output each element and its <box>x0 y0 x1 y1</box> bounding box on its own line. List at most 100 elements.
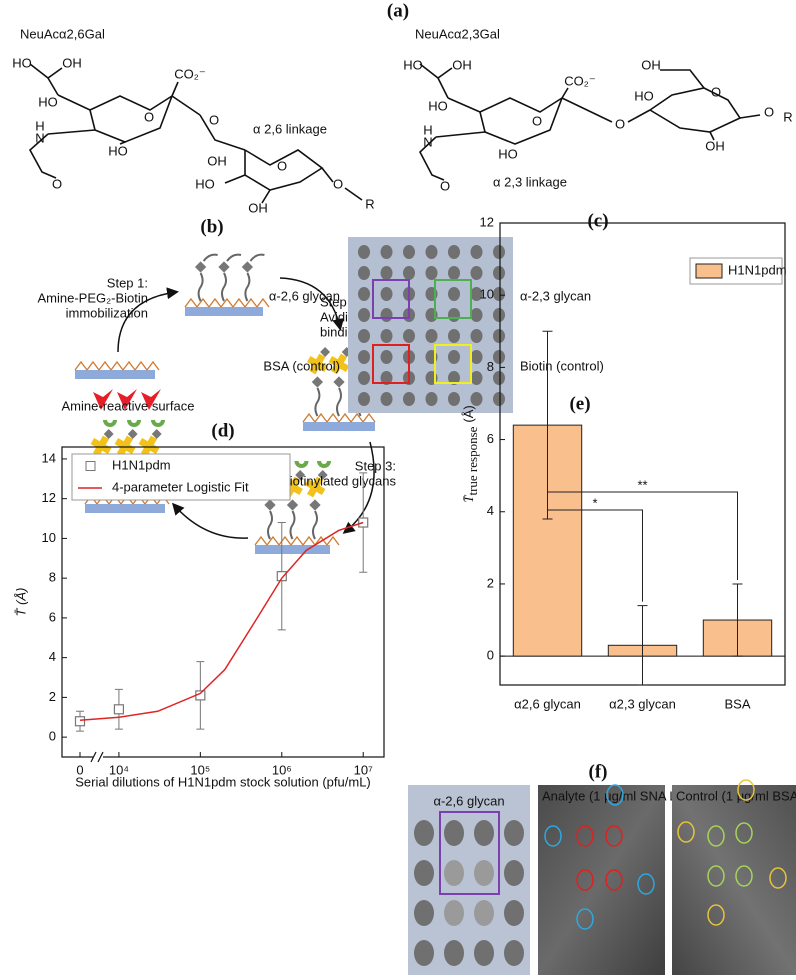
surface-linker <box>314 535 328 546</box>
biotin <box>311 376 324 388</box>
image-label: α-2,6 glycan <box>433 793 504 808</box>
bond <box>479 97 563 145</box>
y-tick-label: 8 <box>487 359 494 374</box>
spot <box>380 308 393 322</box>
biotin <box>320 347 331 357</box>
panel-label: (e) <box>569 393 590 414</box>
bond <box>649 87 742 133</box>
surface-linker <box>232 297 246 308</box>
atom-label: O <box>52 176 62 191</box>
error-bar <box>637 605 648 686</box>
spot <box>358 308 370 322</box>
atom-label: HO <box>195 176 215 191</box>
surface-linker <box>256 297 270 308</box>
atom-label: OH <box>207 153 227 168</box>
spot <box>380 392 393 406</box>
atom-label: OH <box>705 138 725 153</box>
structure-name: NeuAcα2,3Gal <box>415 26 500 41</box>
spot <box>403 329 415 343</box>
surface-linker <box>302 535 316 546</box>
tail <box>202 253 218 262</box>
significance-bracket <box>547 491 738 580</box>
surface-linker <box>350 412 364 423</box>
spot-circle <box>737 779 755 801</box>
surface-linker <box>290 535 304 546</box>
biotin <box>241 261 254 273</box>
y-tick-label: 10 <box>480 287 494 302</box>
virus <box>117 389 137 410</box>
peg-linker <box>336 387 342 417</box>
spot-circle <box>576 869 594 891</box>
axis-break <box>93 751 103 763</box>
peg-linker <box>289 510 296 540</box>
spot-circle <box>606 784 624 806</box>
atom-label: HO <box>38 94 58 109</box>
spot <box>448 266 460 280</box>
atom-label: N <box>423 134 432 149</box>
glycan <box>103 420 117 427</box>
spot <box>448 308 460 322</box>
y-tick-label: 2 <box>49 689 56 704</box>
y-axis-label: T̄true response (Å) <box>461 405 480 503</box>
spot <box>403 245 415 259</box>
data-point <box>74 716 86 727</box>
spot <box>414 940 434 966</box>
spot-circle <box>605 825 623 847</box>
spot <box>414 820 434 846</box>
surface-linker <box>86 360 100 371</box>
bond <box>119 141 126 145</box>
biotin <box>151 429 162 439</box>
image-label: Control (1 μg/ml BSA) <box>676 788 796 803</box>
peg-linker <box>314 387 321 417</box>
x-axis-label: Serial dilutions of H1N1pdm stock soluti… <box>75 774 371 789</box>
atom-label: HO <box>12 55 32 70</box>
spot <box>474 820 494 846</box>
y-axis-unit: (Å) <box>461 405 476 422</box>
peg-linker <box>221 272 227 302</box>
spot-circle <box>769 867 787 889</box>
legend-label: H1N1pdm <box>728 262 787 277</box>
biotin <box>286 499 299 511</box>
surface-linker <box>362 412 376 423</box>
surface-linker <box>110 360 124 371</box>
surface-linker <box>74 360 88 371</box>
bond <box>57 94 173 111</box>
avidin <box>328 353 350 375</box>
atom-label: H <box>35 118 44 133</box>
linkage-label: α 2,3 linkage <box>493 174 567 189</box>
spot <box>425 329 438 343</box>
legend-label: 4-parameter Logistic Fit <box>112 479 249 494</box>
step-text: Step 1: <box>107 275 148 290</box>
array-image <box>348 237 513 413</box>
y-tick-label: 14 <box>42 450 56 465</box>
atom-label: O <box>440 178 450 193</box>
avidin <box>306 353 328 375</box>
bond <box>419 63 453 79</box>
y-tick-label: 4 <box>49 649 56 664</box>
atom-label: O <box>209 112 219 127</box>
spot <box>358 371 370 385</box>
atom-label: OH <box>452 57 472 72</box>
atom-label: HO <box>403 57 423 72</box>
panel-label: (d) <box>211 420 234 441</box>
spot <box>414 860 434 886</box>
axis-break <box>90 751 104 763</box>
bond <box>344 187 363 201</box>
analyte-image <box>538 785 665 975</box>
spot <box>474 860 494 886</box>
y-axis-symbol: T̄ <box>461 495 476 503</box>
atom-label: H <box>423 122 432 137</box>
surface-linker <box>196 297 210 308</box>
control-image <box>672 785 796 975</box>
flow-arrow <box>117 287 179 353</box>
spot <box>425 266 438 280</box>
substrate <box>185 307 263 316</box>
spot <box>448 371 460 385</box>
spot <box>493 350 505 364</box>
surface-linker <box>146 360 160 371</box>
surface-linker <box>184 297 198 308</box>
biotin <box>309 499 321 511</box>
spot <box>493 392 505 406</box>
spot <box>493 245 505 259</box>
flow-arrow <box>342 441 375 534</box>
